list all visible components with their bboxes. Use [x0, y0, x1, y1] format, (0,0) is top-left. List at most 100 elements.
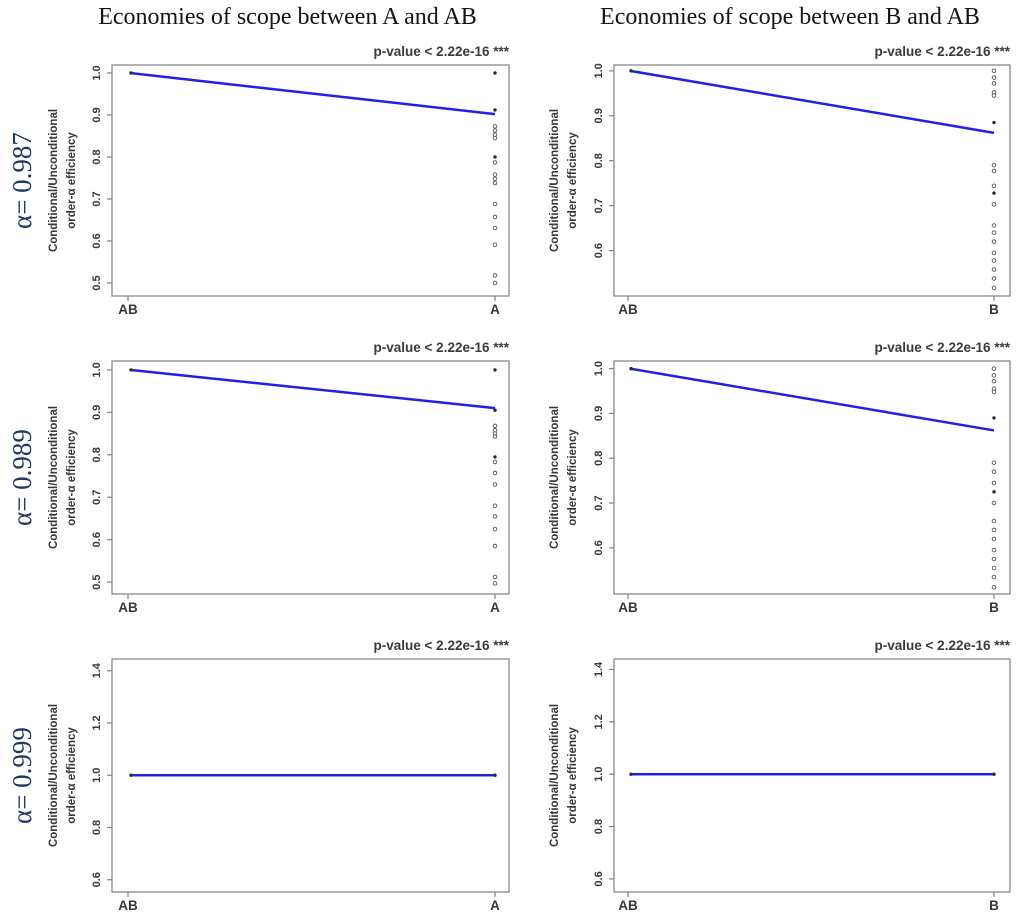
data-point-open	[991, 460, 997, 465]
y-axis-label-line1: Conditional/Unconditional	[48, 704, 60, 847]
y-axis-label-line1: Conditional/Unconditional	[549, 109, 561, 252]
chart-alpha-0987-B-vs-AB: p-value < 2.22e-16 *** Conditional/Uncond…	[549, 44, 1011, 317]
x-tick-label: A	[490, 898, 500, 913]
data-point-open	[991, 366, 997, 371]
data-point-dark	[493, 408, 497, 412]
y-tick-label: 0.8	[593, 451, 605, 466]
y-tick-label: 0.5	[91, 574, 103, 589]
y-tick-label: 0.6	[593, 243, 605, 258]
column-title-a-ab: Economies of scope between A and AB	[98, 4, 477, 30]
p-value-annotation: p-value < 2.22e-16 ***	[875, 340, 1011, 355]
y-tick-label: 1.0	[91, 362, 103, 377]
y-tick-label: 1.2	[593, 714, 605, 729]
data-point-open	[492, 273, 498, 278]
data-point-dark	[493, 155, 497, 159]
plot-border	[613, 360, 1011, 595]
data-point-open	[492, 581, 498, 586]
x-tick-label: AB	[618, 600, 638, 615]
chart-alpha-0999-A-vs-AB: p-value < 2.22e-16 *** Conditional/Uncond…	[48, 638, 510, 913]
start-point-marker	[629, 69, 633, 73]
data-point-open	[991, 276, 997, 281]
x-tick-label: AB	[118, 302, 138, 317]
data-point-dark	[992, 191, 996, 195]
p-value-annotation: p-value < 2.22e-16 ***	[374, 638, 510, 653]
data-point-open	[492, 242, 498, 248]
data-point-open	[492, 482, 498, 487]
y-tick-label: 1.4	[593, 661, 605, 677]
y-tick-label: 0.7	[593, 198, 605, 213]
data-point-open	[991, 389, 997, 395]
y-tick-label: 0.6	[593, 540, 605, 555]
y-tick-label: 0.6	[91, 532, 103, 547]
trend-line	[129, 71, 496, 116]
start-point-marker	[129, 71, 133, 75]
data-point-open	[991, 536, 997, 542]
data-point-open	[991, 168, 997, 174]
data-point-open	[991, 81, 997, 86]
y-axis-label-line2: order-α efficiency	[567, 727, 579, 824]
data-point-open	[492, 574, 498, 580]
x-tick-label: B	[989, 600, 999, 615]
y-tick-label: 0.9	[91, 107, 103, 122]
x-tick-label: B	[989, 898, 999, 913]
y-axis-label-line2: order-α efficiency	[66, 727, 78, 824]
y-tick-label: 0.9	[91, 405, 103, 420]
data-point-open	[991, 574, 997, 580]
trend-line	[129, 368, 496, 410]
chart-alpha-0999-B-vs-AB: p-value < 2.22e-16 *** Conditional/Uncond…	[549, 638, 1011, 913]
y-tick-label: 0.8	[593, 153, 605, 168]
data-point-open	[991, 469, 997, 474]
y-tick-label: 0.7	[91, 490, 103, 505]
data-point-open	[492, 135, 498, 141]
p-value-annotation: p-value < 2.22e-16 ***	[374, 340, 510, 355]
y-tick-label: 0.5	[91, 275, 103, 290]
data-point-open	[492, 423, 498, 429]
plot-border	[111, 64, 510, 297]
data-point-open	[991, 527, 997, 533]
y-tick-label: 1.0	[593, 63, 605, 78]
data-point-open	[991, 162, 997, 168]
y-tick-label: 0.6	[91, 872, 103, 887]
data-point-open	[991, 373, 997, 378]
data-point-dark	[992, 490, 996, 494]
data-point-open	[492, 434, 498, 439]
x-tick-label: AB	[618, 302, 638, 317]
data-point-open	[991, 285, 997, 291]
x-tick-label: AB	[618, 898, 638, 913]
p-value-annotation: p-value < 2.22e-16 ***	[875, 638, 1011, 653]
data-point-open	[492, 225, 498, 231]
chart-alpha-0987-A-vs-AB: p-value < 2.22e-16 *** Conditional/Uncond…	[48, 44, 510, 317]
y-tick-label: 0.7	[91, 191, 103, 206]
y-axis-label-line2: order-α efficiency	[66, 429, 78, 526]
y-tick-label: 0.8	[593, 819, 605, 834]
data-point-open	[492, 470, 498, 476]
y-tick-label: 0.8	[91, 149, 103, 164]
data-point-open	[991, 230, 997, 235]
data-point-open	[991, 556, 997, 562]
y-tick-label: 0.6	[593, 871, 605, 886]
column-title-b-ab: Economies of scope between B and AB	[600, 4, 980, 30]
y-tick-label: 0.8	[91, 820, 103, 835]
data-point-open	[492, 176, 498, 182]
trend-line	[629, 367, 995, 432]
data-point-open	[492, 160, 498, 165]
data-point-open	[991, 223, 997, 228]
data-point-dark	[493, 368, 497, 372]
plot-border	[613, 64, 1011, 297]
data-point-open	[991, 93, 997, 98]
data-point-open	[991, 250, 997, 256]
start-point-marker	[629, 772, 633, 776]
data-point-dark	[992, 120, 996, 125]
start-point-marker	[129, 368, 133, 372]
y-tick-label: 1.0	[593, 361, 605, 376]
data-point-open	[991, 75, 997, 80]
data-point-open	[492, 180, 498, 186]
x-tick-label: A	[490, 302, 500, 317]
y-tick-label: 1.2	[91, 715, 103, 730]
data-point-open	[492, 201, 498, 207]
y-axis-label-line1: Conditional/Unconditional	[48, 406, 60, 549]
data-point-dark	[493, 455, 497, 459]
data-point-open	[492, 543, 498, 549]
data-point-open	[991, 547, 997, 553]
